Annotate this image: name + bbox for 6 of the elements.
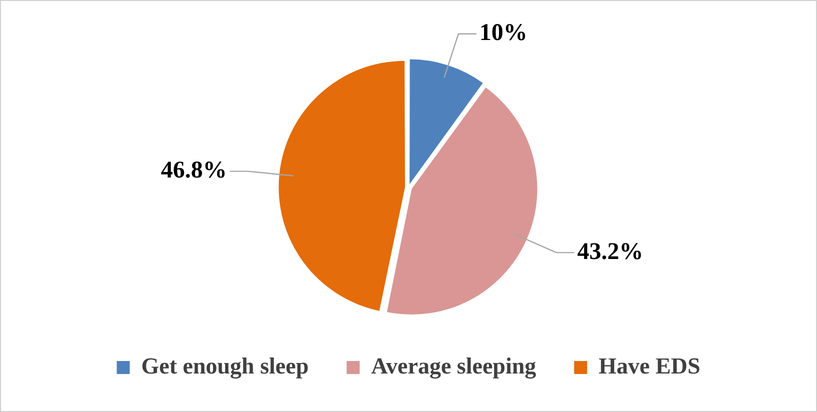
legend-label: Average sleeping [371, 353, 537, 380]
data-label: 10% [479, 20, 528, 46]
data-label: 46.8% [160, 157, 227, 184]
legend-label: Get enough sleep [141, 353, 309, 380]
legend-label: Have EDS [598, 353, 700, 378]
data-label: 43.2% [577, 238, 644, 265]
